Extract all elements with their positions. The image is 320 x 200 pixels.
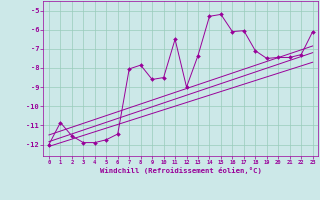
X-axis label: Windchill (Refroidissement éolien,°C): Windchill (Refroidissement éolien,°C) (100, 167, 262, 174)
